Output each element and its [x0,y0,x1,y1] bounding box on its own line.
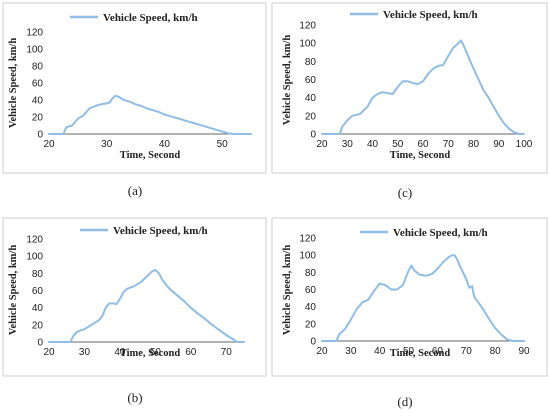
y-tick-label: 60 [305,285,317,296]
x-tick-label: 80 [490,346,502,357]
y-tick-label: 0 [37,130,43,141]
x-tick-label: 40 [374,346,386,357]
x-axis-title: Time, Second [390,150,451,161]
y-tick-label: 0 [310,337,316,348]
y-tick-label: 100 [26,45,43,56]
y-tick-label: 100 [26,252,43,263]
y-tick-label: 40 [305,93,317,104]
panel-frame [271,2,548,174]
y-tick-label: 120 [26,235,43,246]
x-tick-label: 70 [443,139,455,150]
x-tick-label: 40 [367,139,379,150]
y-axis-title: Vehicle Speed, km/h [282,245,293,335]
x-tick-label: 20 [316,139,328,150]
y-tick-label: 120 [299,234,316,245]
x-tick-label: 50 [403,346,415,357]
x-tick-label: 40 [159,139,171,150]
x-tick-label: 100 [516,139,533,150]
y-tick-label: 60 [32,286,44,297]
legend-label: Vehicle Speed, km/h [393,227,488,239]
x-tick-label: 20 [43,347,55,358]
panel-label: (c) [398,185,412,200]
y-tick-label: 20 [305,319,317,330]
panel-frame [2,217,267,377]
x-tick-label: 20 [43,139,55,150]
y-tick-label: 80 [32,269,44,280]
x-tick-label: 90 [493,139,505,150]
y-tick-label: 120 [26,28,43,39]
x-tick-label: 50 [392,139,404,150]
x-tick-label: 70 [461,346,473,357]
x-axis-title: Time, Second [120,150,181,161]
y-axis-title: Vehicle Speed, km/h [8,245,19,335]
series-line-speed [321,254,525,342]
y-tick-label: 80 [305,268,317,279]
x-axis-title: Time, Second [120,348,181,359]
x-tick-label: 60 [185,347,197,358]
x-tick-label: 70 [221,347,233,358]
panel-label: (a) [128,183,142,198]
y-tick-label: 0 [310,130,316,141]
x-tick-label: 40 [114,347,126,358]
series-line-speed [48,268,245,343]
y-axis-title: Vehicle Speed, km/h [8,38,19,128]
legend-label: Vehicle Speed, km/h [103,12,198,24]
y-tick-label: 40 [32,96,44,107]
y-tick-label: 40 [32,303,44,314]
x-tick-label: 60 [432,346,444,357]
x-axis-title: Time, Second [390,348,451,359]
x-tick-label: 60 [417,139,429,150]
y-tick-label: 80 [305,57,317,68]
y-tick-label: 60 [32,79,44,90]
y-tick-label: 100 [299,251,316,262]
y-tick-label: 0 [37,338,43,349]
panel-frame [271,217,548,377]
x-tick-label: 20 [316,346,328,357]
series-line-speed [321,39,525,135]
y-tick-label: 40 [305,302,317,313]
legend-label: Vehicle Speed, km/h [113,225,208,237]
x-tick-label: 30 [342,139,354,150]
y-tick-label: 20 [32,113,44,124]
panel-label: (b) [127,390,142,405]
panel-label: (d) [397,394,412,409]
panel-frame [2,2,267,174]
legend-label: Vehicle Speed, km/h [383,9,478,21]
x-tick-label: 50 [217,139,229,150]
x-tick-label: 30 [101,139,113,150]
x-tick-label: 90 [518,346,530,357]
series-line-speed [48,94,252,135]
x-tick-label: 50 [150,347,162,358]
y-tick-label: 20 [32,320,44,331]
y-tick-label: 120 [299,21,316,32]
y-tick-label: 100 [299,39,316,50]
x-tick-label: 30 [345,346,357,357]
y-tick-label: 80 [32,62,44,73]
y-tick-label: 60 [305,75,317,86]
x-tick-label: 30 [79,347,91,358]
y-axis-title: Vehicle Speed, km/h [282,35,293,125]
x-tick-label: 80 [468,139,480,150]
y-tick-label: 20 [305,111,317,122]
